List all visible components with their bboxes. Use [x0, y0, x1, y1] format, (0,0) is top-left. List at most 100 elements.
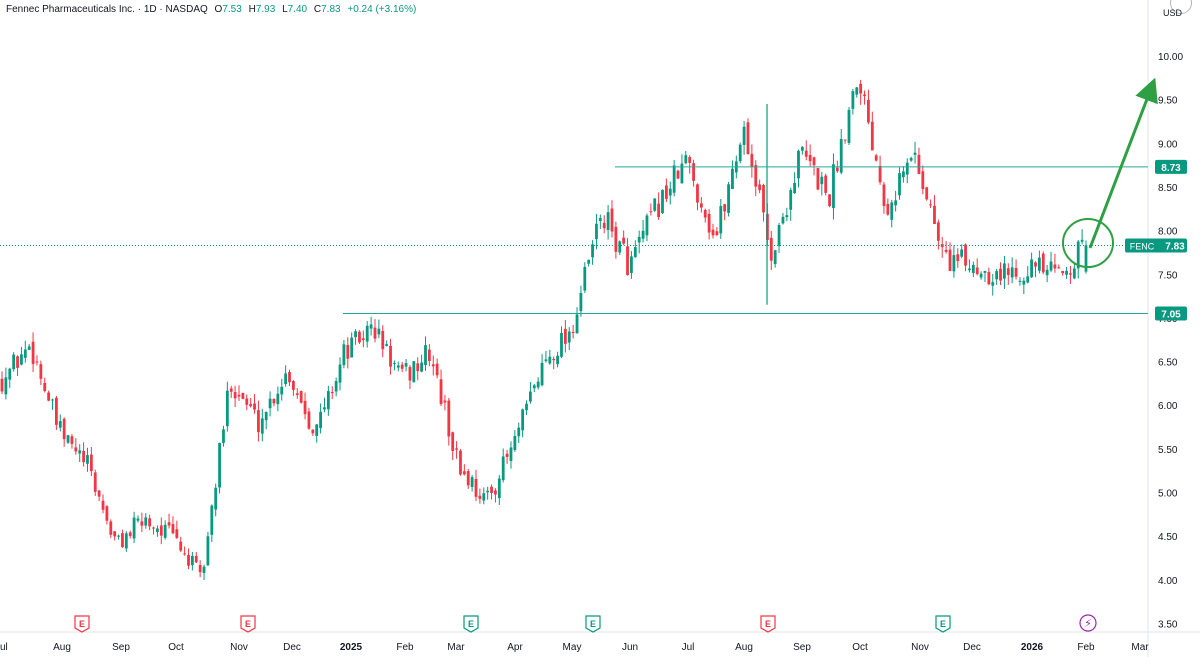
y-tick-label: 9.50: [1158, 96, 1178, 107]
candle-body: [0, 378, 4, 392]
earnings-marker-label: E: [940, 619, 946, 629]
candle-body: [381, 330, 385, 350]
candle-body: [979, 273, 983, 278]
candle-body: [128, 532, 132, 536]
earnings-marker: [74, 615, 90, 633]
candle-body: [210, 505, 214, 535]
candle-body: [70, 436, 74, 444]
candle-body: [952, 255, 956, 272]
candle-body: [93, 472, 97, 492]
candle-body: [657, 203, 661, 218]
candle-body: [933, 205, 936, 225]
candle-body: [505, 453, 509, 457]
candle-body: [326, 391, 330, 410]
candle-body: [1053, 264, 1057, 269]
candle-body: [152, 527, 155, 529]
legend-open-label: O: [214, 4, 223, 15]
candle-body: [715, 231, 719, 236]
candle-body: [637, 236, 641, 243]
legend-close: 7.83: [321, 4, 341, 15]
candle-body: [1010, 267, 1014, 278]
candle-body: [971, 264, 975, 274]
candle-body: [1026, 276, 1030, 283]
highlight-circle: [1062, 218, 1114, 268]
candle-body: [851, 91, 855, 109]
candle-body: [474, 478, 478, 497]
x-tick-label: ul: [0, 642, 8, 653]
candle-body: [758, 184, 762, 191]
currency-label[interactable]: USD: [1162, 8, 1182, 18]
candle-body: [179, 541, 183, 551]
candle-body: [633, 247, 637, 258]
candle-body: [960, 249, 964, 257]
candle-body: [890, 202, 894, 220]
candle-body: [661, 189, 664, 214]
x-tick-label: Jul: [682, 642, 695, 653]
candle-body: [420, 362, 424, 372]
x-tick-label: Sep: [112, 642, 130, 653]
candle-body: [999, 268, 1002, 281]
candle-body: [400, 364, 404, 369]
candle-body: [552, 358, 556, 361]
candle-body: [497, 478, 501, 499]
dividend-icon: ⚡: [1084, 617, 1092, 630]
y-tick-label: 4.50: [1158, 532, 1178, 543]
legend-close-label: C: [313, 4, 322, 15]
candle-body: [334, 381, 338, 392]
candle-body: [35, 361, 39, 363]
candle-body: [556, 355, 559, 365]
candle-body: [159, 525, 163, 536]
candle-body: [478, 495, 482, 499]
y-tick-label: 6.00: [1158, 401, 1178, 412]
candle-body: [968, 268, 971, 271]
candle-body: [16, 356, 19, 368]
candle-body: [797, 150, 800, 179]
y-tick-label: 4.00: [1158, 576, 1178, 587]
y-tick-label: 8.00: [1158, 227, 1178, 238]
legend-exchange: NASDAQ: [165, 4, 208, 15]
candle-body: [948, 249, 952, 271]
candle-body: [1045, 269, 1049, 276]
candle-body: [707, 213, 711, 233]
candle-body: [431, 364, 435, 367]
candle-body: [299, 390, 303, 403]
earnings-marker: [240, 615, 256, 633]
candle-body: [416, 363, 420, 372]
x-tick-label: Jun: [622, 642, 638, 653]
candle-body: [727, 184, 730, 213]
candle-body: [894, 200, 898, 206]
candle-body: [482, 493, 486, 501]
candle-body: [175, 529, 179, 538]
last-price-symbol: FENC: [1130, 241, 1155, 251]
candle-body: [31, 341, 35, 365]
candle-body: [688, 157, 692, 163]
price-level-tag-label: 7.05: [1161, 310, 1181, 321]
candle-body: [451, 432, 455, 452]
candle-body: [132, 517, 136, 539]
candle-body: [187, 554, 190, 566]
candle-body: [738, 144, 742, 162]
candle-body: [214, 487, 218, 510]
candle-body: [719, 206, 723, 234]
candle-body: [886, 203, 890, 215]
candle-body: [820, 176, 824, 185]
candle-body: [54, 397, 58, 425]
candle-body: [991, 282, 995, 286]
candle-body: [470, 477, 474, 487]
x-tick-label: Mar: [447, 642, 465, 653]
candle-body: [874, 155, 878, 161]
dividend-marker: [1079, 614, 1097, 632]
candle-body: [630, 256, 633, 274]
candle-body: [171, 524, 175, 534]
candle-body: [664, 185, 668, 199]
candle-body: [544, 359, 548, 361]
candle-body: [260, 418, 264, 434]
candle-body: [843, 139, 847, 141]
candle-body: [824, 175, 828, 193]
candle-body: [987, 272, 991, 285]
x-tick-label: Aug: [735, 642, 753, 653]
legend-low-label: L: [282, 4, 288, 15]
candle-body: [614, 226, 618, 252]
x-tick-label: Feb: [396, 642, 414, 653]
